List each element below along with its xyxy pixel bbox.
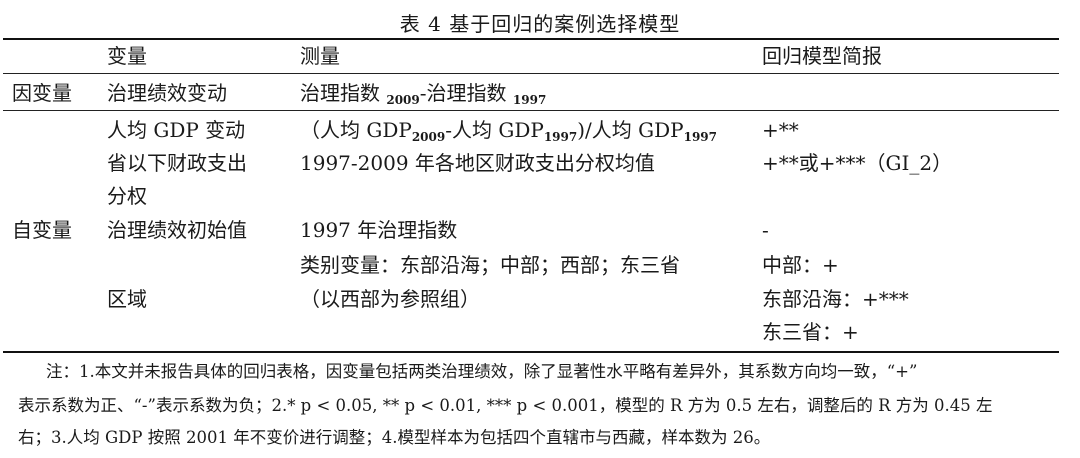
header-report: 回归模型简报 bbox=[762, 44, 882, 68]
note-line-3: 右；3.人均 GDP 按照 2001 年不变价进行调整；4.模型样本为包括四个直… bbox=[18, 428, 771, 447]
dependent-group-label: 因变量 bbox=[12, 81, 72, 105]
table-bottom-rule bbox=[3, 351, 1059, 353]
table-caption: 表 4 基于回归的案例选择模型 bbox=[399, 12, 681, 36]
report-region-line2: 东部沿海：+*** bbox=[762, 287, 909, 311]
var-region: 区域 bbox=[107, 287, 147, 311]
table-top-rule bbox=[3, 38, 1059, 40]
note-line-2: 表示系数为正、“-”表示系数为负；2.* p < 0.05, ** p < 0.… bbox=[18, 396, 993, 415]
report-region-line1: 中部：+ bbox=[762, 253, 839, 277]
header-bottom-rule bbox=[3, 73, 1059, 74]
report-fiscal: +**或+***（GI_2） bbox=[762, 151, 953, 175]
independent-group-label: 自变量 bbox=[12, 218, 72, 242]
dependent-measure: 治理指数 2009-治理指数 1997 bbox=[300, 81, 547, 107]
dependent-variable: 治理绩效变动 bbox=[107, 81, 227, 105]
var-fiscal-line2: 分权 bbox=[107, 184, 147, 208]
header-variable: 变量 bbox=[107, 44, 147, 68]
measure-fiscal: 1997-2009 年各地区财政支出分权均值 bbox=[300, 151, 655, 175]
note-line-1: 注：1.本文并未报告具体的回归表格，因变量包括两类治理绩效，除了显著性水平略有差… bbox=[46, 362, 918, 381]
measure-initial-governance: 1997 年治理指数 bbox=[300, 218, 458, 242]
measure-region-line2: （以西部为参照组） bbox=[300, 287, 480, 311]
var-fiscal-line1: 省以下财政支出 bbox=[107, 151, 247, 175]
measure-region-line1: 类别变量：东部沿海；中部；西部；东三省 bbox=[300, 253, 680, 277]
report-region-line3: 东三省：+ bbox=[762, 320, 859, 344]
report-initial-governance: - bbox=[762, 218, 769, 242]
var-initial-governance: 治理绩效初始值 bbox=[107, 218, 247, 242]
report-gdp-change: +** bbox=[762, 118, 799, 142]
var-gdp-change: 人均 GDP 变动 bbox=[107, 118, 246, 142]
header-measure: 测量 bbox=[300, 44, 340, 68]
dependent-bottom-rule bbox=[3, 110, 1059, 111]
measure-gdp-change: （人均 GDP2009-人均 GDP1997)/人均 GDP1997 bbox=[300, 118, 718, 144]
